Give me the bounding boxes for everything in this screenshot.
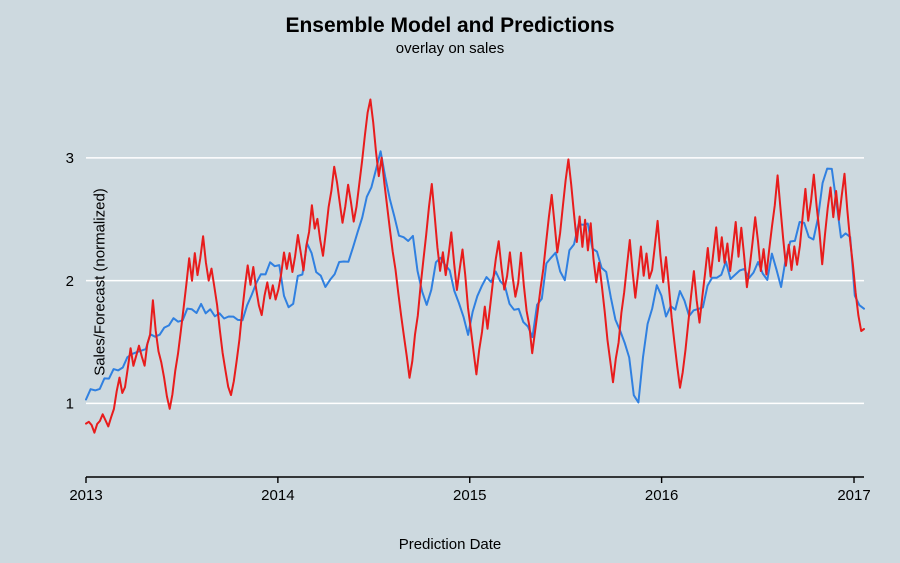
- x-tick-label: 2014: [261, 487, 294, 504]
- chart-canvas: 2013 2014 2015 2016 2017 1 2 3 Ensemble Model …: [0, 0, 900, 563]
- chart-subtitle: overlay on sales: [0, 40, 900, 57]
- chart-title: Ensemble Model and Predictions: [0, 14, 900, 38]
- x-axis-label: Prediction Date: [0, 536, 900, 553]
- plot-svg: 2013 2014 2015 2016 2017 1 2 3: [0, 0, 900, 563]
- title-block: Ensemble Model and Predictions overlay o…: [0, 14, 900, 57]
- series-group: [86, 100, 864, 433]
- y-tick-label: 2: [66, 273, 74, 290]
- y-axis-label: Sales/Forecast (normalized): [91, 188, 108, 376]
- y-tick-label: 3: [66, 150, 74, 167]
- y-ticks: 1 2 3: [66, 150, 74, 412]
- x-tick-label: 2015: [453, 487, 486, 504]
- x-ticks: 2013 2014 2015 2016 2017: [69, 477, 870, 504]
- y-tick-label: 1: [66, 396, 74, 413]
- series-sales: [86, 100, 864, 433]
- x-tick-label: 2017: [837, 487, 870, 504]
- x-tick-label: 2016: [645, 487, 678, 504]
- x-tick-label: 2013: [69, 487, 102, 504]
